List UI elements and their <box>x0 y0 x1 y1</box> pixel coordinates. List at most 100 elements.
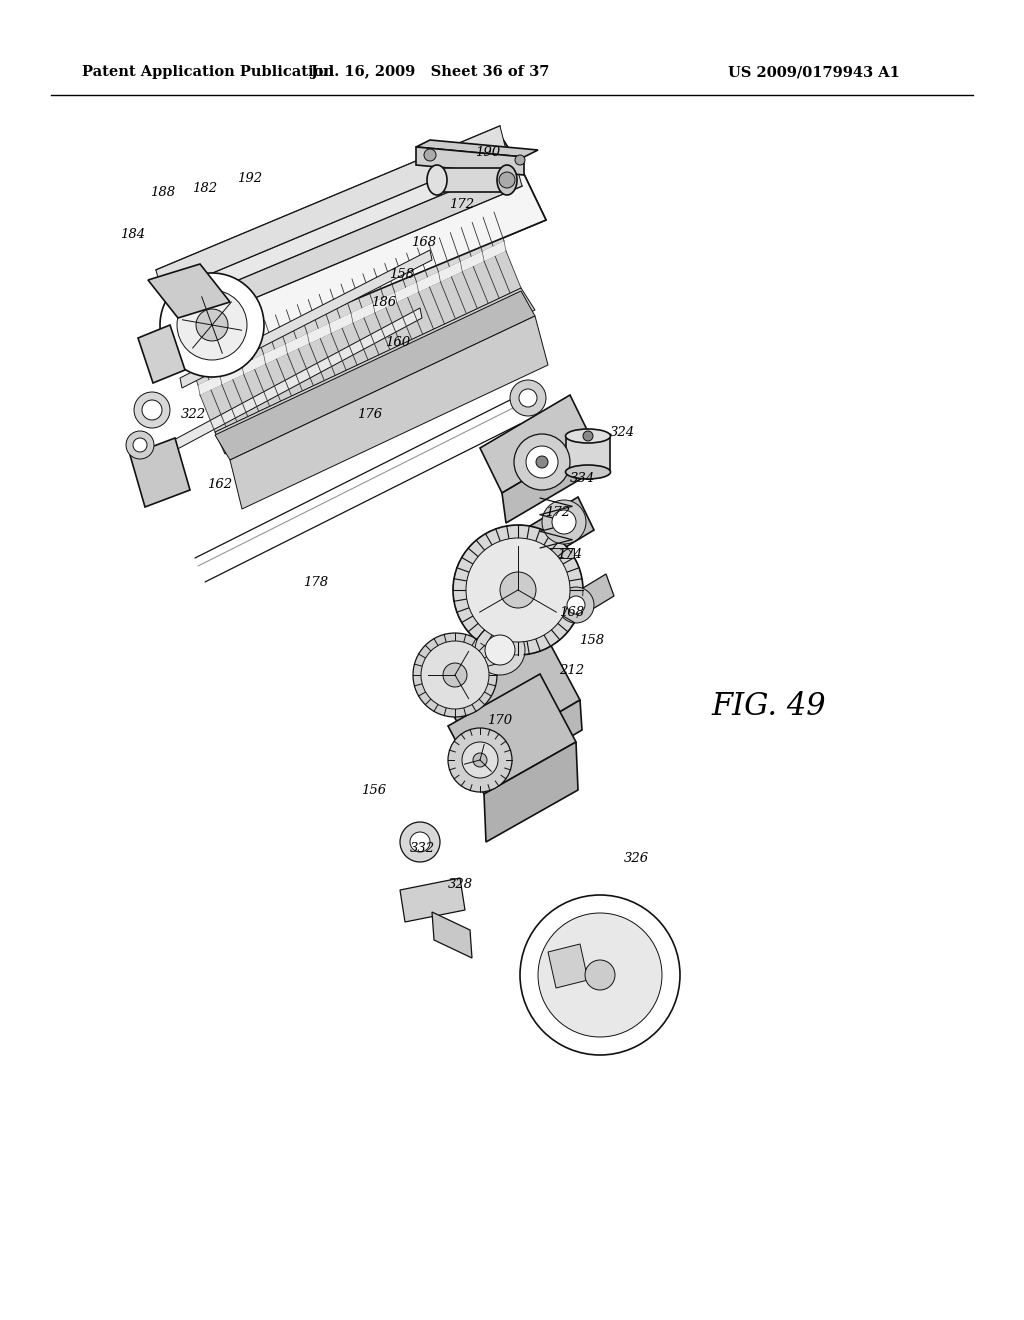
Polygon shape <box>490 498 594 583</box>
Circle shape <box>538 913 662 1038</box>
Text: FIG. 49: FIG. 49 <box>712 690 826 722</box>
Polygon shape <box>155 308 422 459</box>
Polygon shape <box>180 249 432 388</box>
Text: Jul. 16, 2009   Sheet 36 of 37: Jul. 16, 2009 Sheet 36 of 37 <box>311 65 549 79</box>
Polygon shape <box>198 242 506 395</box>
Polygon shape <box>484 742 578 842</box>
Circle shape <box>400 822 440 862</box>
Text: 326: 326 <box>624 851 648 865</box>
Text: 174: 174 <box>557 549 583 561</box>
Polygon shape <box>480 395 592 492</box>
Polygon shape <box>156 125 506 294</box>
Polygon shape <box>449 675 575 795</box>
Polygon shape <box>416 140 538 157</box>
Circle shape <box>552 510 575 535</box>
Text: 182: 182 <box>193 181 217 194</box>
Polygon shape <box>416 147 524 176</box>
Circle shape <box>462 742 498 777</box>
Text: 186: 186 <box>372 296 396 309</box>
Text: 178: 178 <box>303 576 329 589</box>
Polygon shape <box>548 944 588 987</box>
Polygon shape <box>400 878 465 921</box>
Circle shape <box>126 432 154 459</box>
Text: 162: 162 <box>208 479 232 491</box>
Polygon shape <box>215 290 535 459</box>
Circle shape <box>499 172 515 187</box>
Circle shape <box>520 895 680 1055</box>
Polygon shape <box>538 548 574 558</box>
Polygon shape <box>148 264 230 318</box>
Circle shape <box>500 572 536 609</box>
Circle shape <box>526 446 558 478</box>
Text: 190: 190 <box>475 147 501 160</box>
Text: 158: 158 <box>389 268 415 281</box>
Text: 176: 176 <box>357 408 383 421</box>
Polygon shape <box>188 213 504 385</box>
Text: 168: 168 <box>559 606 585 619</box>
Circle shape <box>413 634 497 717</box>
Text: 192: 192 <box>238 172 262 185</box>
Text: US 2009/0179943 A1: US 2009/0179943 A1 <box>728 65 900 79</box>
Circle shape <box>485 635 515 665</box>
Text: 334: 334 <box>569 471 595 484</box>
Text: 160: 160 <box>385 337 411 350</box>
Circle shape <box>160 273 264 378</box>
Polygon shape <box>437 168 507 191</box>
Text: 158: 158 <box>580 634 604 647</box>
Text: 172: 172 <box>450 198 474 210</box>
Circle shape <box>453 525 583 655</box>
Circle shape <box>583 432 593 441</box>
Circle shape <box>177 290 247 360</box>
Text: 184: 184 <box>121 228 145 242</box>
Text: 188: 188 <box>151 186 175 199</box>
Circle shape <box>466 539 570 642</box>
Circle shape <box>424 149 436 161</box>
Circle shape <box>542 500 586 544</box>
Text: 156: 156 <box>361 784 387 796</box>
Text: Patent Application Publication: Patent Application Publication <box>82 65 334 79</box>
Circle shape <box>536 455 548 469</box>
Text: 168: 168 <box>412 236 436 249</box>
Polygon shape <box>566 436 610 473</box>
Circle shape <box>410 832 430 851</box>
Ellipse shape <box>565 429 610 444</box>
Circle shape <box>558 587 594 623</box>
Circle shape <box>473 752 487 767</box>
Polygon shape <box>200 251 521 432</box>
Polygon shape <box>432 912 472 958</box>
Text: 172: 172 <box>546 506 570 519</box>
Polygon shape <box>550 574 614 630</box>
Circle shape <box>515 154 525 165</box>
Circle shape <box>567 597 585 614</box>
Polygon shape <box>130 438 190 507</box>
Ellipse shape <box>565 465 610 479</box>
Polygon shape <box>215 288 535 454</box>
Ellipse shape <box>427 165 447 195</box>
Polygon shape <box>176 170 546 364</box>
Circle shape <box>510 380 546 416</box>
Circle shape <box>134 392 170 428</box>
Circle shape <box>142 400 162 420</box>
Text: 332: 332 <box>410 842 434 854</box>
Text: 328: 328 <box>447 879 472 891</box>
Circle shape <box>133 438 147 451</box>
Circle shape <box>196 309 228 341</box>
Circle shape <box>514 434 570 490</box>
Text: 322: 322 <box>180 408 206 421</box>
Polygon shape <box>138 325 185 383</box>
Polygon shape <box>478 700 582 789</box>
Circle shape <box>443 663 467 686</box>
Text: 212: 212 <box>559 664 585 676</box>
Circle shape <box>585 960 615 990</box>
Circle shape <box>475 624 525 675</box>
Polygon shape <box>445 640 580 760</box>
Circle shape <box>519 389 537 407</box>
Ellipse shape <box>497 165 517 195</box>
Text: 170: 170 <box>487 714 513 726</box>
Polygon shape <box>230 315 548 510</box>
Circle shape <box>449 729 512 792</box>
Text: 324: 324 <box>609 425 635 438</box>
Circle shape <box>421 642 489 709</box>
Polygon shape <box>172 164 522 330</box>
Polygon shape <box>156 139 522 314</box>
